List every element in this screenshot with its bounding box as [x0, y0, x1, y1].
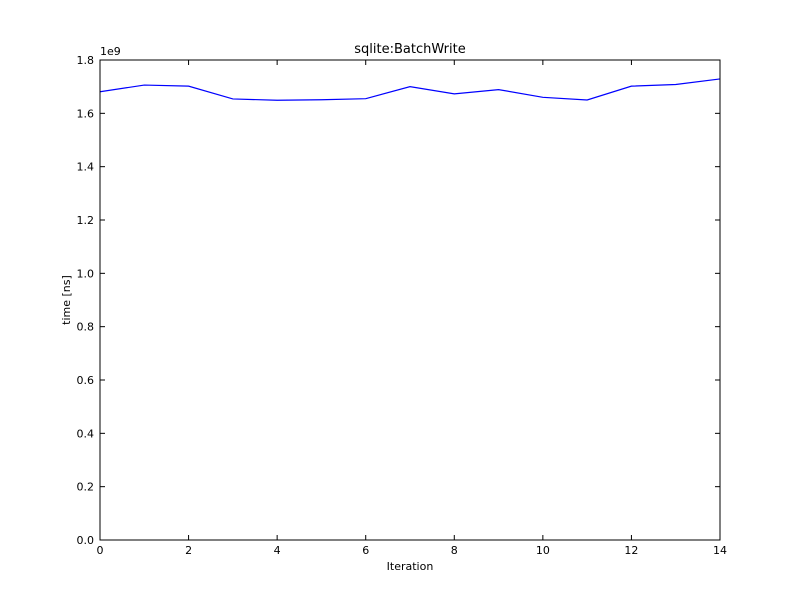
x-tick-label: 14 — [713, 544, 727, 557]
y-tick-label: 0.6 — [77, 374, 95, 387]
y-offset-label: 1e9 — [100, 45, 121, 58]
x-axis-label: Iteration — [387, 560, 434, 573]
x-tick-label: 6 — [362, 544, 369, 557]
y-tick-label: 0.4 — [77, 427, 95, 440]
plot-area — [100, 60, 720, 540]
x-tick-label: 8 — [451, 544, 458, 557]
x-tick-label: 10 — [536, 544, 550, 557]
y-tick-label: 1.4 — [77, 161, 95, 174]
x-tick-label: 12 — [624, 544, 638, 557]
x-tick-label: 2 — [185, 544, 192, 557]
x-tick-label: 4 — [274, 544, 281, 557]
y-tick-label: 0.0 — [77, 534, 95, 547]
series-line — [99, 78, 721, 101]
x-axis-ticks: 0 2 4 6 8 10 12 14 — [97, 60, 727, 557]
y-axis-label: time [ns] — [60, 275, 73, 325]
y-tick-label: 1.0 — [77, 267, 95, 280]
y-tick-label: 0.2 — [77, 481, 95, 494]
y-tick-label: 1.2 — [77, 214, 95, 227]
y-tick-label: 0.8 — [77, 321, 95, 334]
y-tick-label: 1.8 — [77, 54, 95, 67]
x-tick-label: 0 — [97, 544, 104, 557]
y-tick-label: 1.6 — [77, 107, 95, 120]
series-group — [99, 78, 721, 101]
plot-frame — [99, 59, 721, 541]
chart-title: sqlite:BatchWrite — [354, 42, 465, 57]
